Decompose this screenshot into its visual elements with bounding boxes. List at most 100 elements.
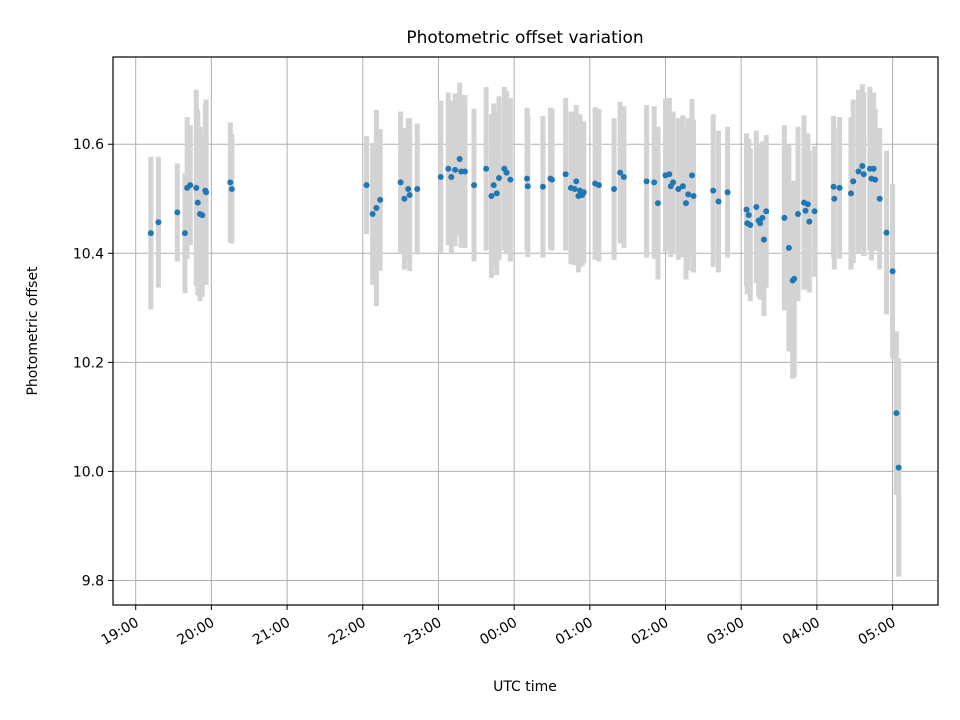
data-point <box>682 200 689 207</box>
data-point <box>524 183 531 190</box>
data-point <box>831 195 838 202</box>
data-point <box>889 268 896 275</box>
x-tick-label: 19:00 <box>99 615 142 649</box>
data-point <box>654 200 661 207</box>
data-point <box>804 201 811 208</box>
data-point <box>670 179 677 186</box>
data-point <box>675 185 682 192</box>
data-point <box>747 221 754 228</box>
data-point <box>643 178 650 185</box>
y-tick-label: 10.4 <box>73 246 104 262</box>
y-tick-label: 10.6 <box>73 137 104 153</box>
data-point <box>685 191 692 198</box>
data-point <box>836 184 843 191</box>
plot-frame <box>112 56 939 606</box>
data-point <box>377 196 384 203</box>
data-point <box>806 218 813 225</box>
data-point <box>401 195 408 202</box>
data-point <box>548 176 555 183</box>
data-point <box>666 171 673 178</box>
data-point <box>187 182 194 189</box>
data-points <box>147 155 902 471</box>
data-point <box>794 211 801 218</box>
data-point <box>524 175 531 182</box>
data-point <box>753 203 760 210</box>
data-point <box>876 195 883 202</box>
x-tick-label: 02:00 <box>629 615 672 649</box>
x-axis-label: UTC time <box>493 679 557 695</box>
data-point <box>724 189 731 196</box>
x-tick-label: 00:00 <box>477 615 520 649</box>
data-point <box>199 212 206 219</box>
data-point <box>860 171 867 178</box>
data-point <box>763 208 770 215</box>
data-point <box>493 190 500 197</box>
x-tick-label: 20:00 <box>174 615 217 649</box>
y-tick-label: 9.8 <box>82 573 104 589</box>
data-point <box>811 208 818 215</box>
data-point <box>363 182 370 189</box>
data-point <box>802 207 809 214</box>
data-point <box>155 219 162 226</box>
data-point <box>507 176 514 183</box>
error-bars <box>148 82 902 577</box>
y-tick-label: 10.0 <box>73 464 104 480</box>
data-point <box>850 178 857 185</box>
data-point <box>830 183 837 190</box>
data-point <box>203 189 210 196</box>
data-point <box>496 175 503 182</box>
data-point <box>611 185 618 192</box>
data-point <box>539 183 546 190</box>
data-point <box>228 185 235 192</box>
grid <box>113 57 938 605</box>
data-point <box>406 191 413 198</box>
data-point <box>405 185 412 192</box>
data-point <box>710 187 717 194</box>
y-axis-label: Photometric offset <box>25 266 41 396</box>
data-point <box>893 410 900 417</box>
data-point <box>147 230 154 237</box>
data-point <box>757 220 764 227</box>
data-point <box>620 173 627 180</box>
data-point <box>781 214 788 221</box>
data-point <box>760 236 767 243</box>
data-point <box>503 169 510 176</box>
data-point <box>785 244 792 251</box>
data-point <box>855 168 862 175</box>
chart-title: Photometric offset variation <box>406 28 643 48</box>
data-point <box>562 171 569 178</box>
data-point <box>471 182 478 189</box>
data-point <box>690 193 697 200</box>
data-point <box>461 168 468 175</box>
data-point <box>759 214 766 221</box>
data-point <box>895 464 902 471</box>
data-point <box>181 230 188 237</box>
x-tick-label: 23:00 <box>402 615 445 649</box>
data-point <box>488 193 495 200</box>
data-point <box>715 198 722 205</box>
y-tick-label: 10.2 <box>73 355 104 371</box>
data-point <box>227 179 234 186</box>
data-point <box>689 172 696 179</box>
x-tick-label: 22:00 <box>326 615 369 649</box>
data-point <box>194 199 201 206</box>
data-point <box>452 166 459 173</box>
data-point <box>617 169 624 176</box>
data-point <box>745 212 752 219</box>
data-point <box>595 182 602 189</box>
data-point <box>437 173 444 180</box>
y-axis-ticks: 9.8 10.0 10.2 10.4 10.6 <box>73 137 113 589</box>
data-point <box>397 179 404 186</box>
data-point <box>174 209 181 216</box>
x-tick-label: 05:00 <box>856 615 899 649</box>
data-point <box>573 178 580 185</box>
x-axis-ticks: 19:00 20:00 21:00 22:00 23:00 00:00 01:00 02:00… <box>99 605 899 649</box>
data-point <box>743 206 750 213</box>
x-tick-label: 03:00 <box>704 615 747 649</box>
data-point <box>448 173 455 180</box>
data-point <box>870 165 877 172</box>
data-point <box>490 182 497 189</box>
data-point <box>445 165 452 172</box>
data-point <box>859 163 866 170</box>
